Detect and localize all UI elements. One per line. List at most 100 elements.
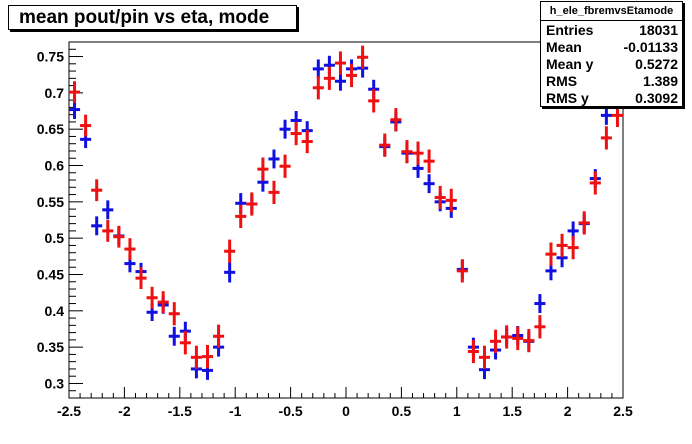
stats-value: 18031: [639, 22, 678, 38]
data-point: [390, 108, 402, 132]
x-tick-label: -1: [229, 403, 242, 419]
stats-row-entries: Entries 18031: [546, 22, 678, 39]
title-box: mean pout/pin vs eta, mode: [8, 5, 297, 30]
y-tick-label: 0.55: [37, 194, 64, 210]
data-point: [113, 225, 125, 248]
data-point: [434, 185, 446, 210]
data-point: [423, 149, 435, 173]
x-tick-label: 1: [453, 403, 461, 419]
data-point: [490, 329, 502, 353]
x-tick-label: 2: [564, 403, 572, 419]
data-point: [246, 192, 258, 216]
data-point: [279, 154, 291, 178]
data-point: [346, 63, 358, 88]
data-point: [401, 140, 413, 164]
data-point: [301, 129, 313, 154]
x-tick-label: -2: [118, 403, 131, 419]
data-point: [91, 216, 103, 236]
stats-row-rms-y: RMS y 0.3092: [546, 90, 678, 107]
data-point: [545, 242, 557, 266]
stats-value: -0.01133: [623, 39, 679, 55]
data-point: [567, 235, 579, 260]
data-point: [323, 66, 335, 90]
y-tick-label: 0.65: [37, 121, 64, 137]
data-point: [235, 204, 247, 228]
data-point: [290, 121, 302, 146]
data-point: [102, 200, 114, 220]
data-point: [357, 45, 369, 69]
data-point: [213, 324, 225, 348]
stats-key: Mean y: [546, 56, 594, 72]
data-point: [179, 331, 191, 355]
y-tick-label: 0.6: [45, 158, 65, 174]
data-point: [102, 220, 114, 242]
data-point: [456, 259, 468, 283]
data-point: [478, 345, 491, 369]
stats-key: RMS y: [546, 90, 589, 106]
stats-row-rms: RMS 1.389: [546, 73, 678, 90]
data-point: [168, 302, 180, 326]
data-point: [523, 328, 535, 353]
data-point: [600, 105, 612, 125]
stats-value: 0.3092: [635, 90, 678, 106]
x-tick-label: 1.5: [502, 403, 522, 419]
data-point: [534, 294, 546, 313]
data-point: [91, 179, 103, 202]
stats-key: Entries: [546, 22, 594, 38]
data-point: [146, 286, 158, 309]
stats-row-mean: Mean -0.01133: [546, 39, 678, 56]
data-point: [534, 315, 546, 339]
data-point: [190, 345, 202, 369]
y-tick-label: 0.7: [45, 85, 65, 101]
x-tick-label: 0: [342, 403, 350, 419]
data-point: [312, 76, 324, 100]
stats-value: 1.389: [642, 73, 678, 89]
data-point: [611, 103, 623, 128]
data-point: [124, 238, 136, 260]
data-point: [334, 51, 346, 75]
data-point: [368, 89, 380, 113]
data-point: [578, 211, 590, 235]
stats-key: Mean: [546, 39, 582, 55]
chart-title: mean pout/pin vs eta, mode: [19, 7, 270, 28]
series-red: [69, 45, 623, 369]
data-point: [69, 100, 81, 120]
data-point: [168, 326, 180, 346]
y-tick-label: 0.35: [37, 339, 64, 355]
data-point: [501, 325, 513, 349]
x-tick-label: -2.5: [57, 403, 81, 419]
stats-value: 0.5272: [635, 56, 678, 72]
data-point: [135, 267, 147, 290]
data-point: [556, 233, 568, 258]
x-tick-label: -1.5: [168, 403, 192, 419]
data-point: [412, 141, 424, 165]
data-point: [257, 157, 269, 181]
data-point: [224, 239, 236, 263]
y-tick-label: 0.45: [37, 266, 64, 282]
data-point: [279, 119, 291, 139]
data-point: [224, 262, 236, 283]
data-point: [268, 149, 280, 169]
data-point: [379, 133, 391, 157]
x-tick-label: 2.5: [613, 403, 633, 419]
chart-axes: -2.5 -2 -1.5 -1 -0.5 0 0.5 1 1.5 2 2.5 0.3 0.35 0.4 0.…: [37, 41, 633, 419]
data-point: [600, 126, 612, 150]
data-series-layer: [69, 45, 623, 380]
data-point: [312, 59, 324, 79]
y-tick-label: 0.75: [37, 49, 64, 65]
data-point: [589, 171, 601, 195]
data-point: [334, 71, 346, 91]
stats-histogram-name: h_ele_fbremvsEtamode: [541, 2, 682, 21]
y-tick-label: 0.5: [45, 230, 65, 246]
data-point: [201, 344, 214, 369]
data-point: [157, 291, 169, 313]
stats-row-mean-y: Mean y 0.5272: [546, 56, 678, 73]
x-tick-label: -0.5: [279, 403, 303, 419]
y-tick-label: 0.3: [45, 375, 65, 391]
stats-key: RMS: [546, 73, 578, 89]
data-point: [423, 174, 435, 194]
data-point: [69, 81, 81, 104]
data-point: [467, 339, 479, 364]
data-point: [268, 180, 280, 205]
